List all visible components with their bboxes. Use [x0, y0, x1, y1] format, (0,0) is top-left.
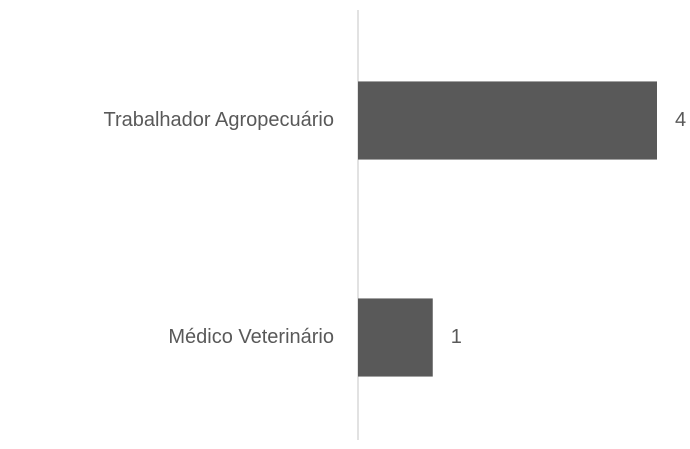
y-tick-label: Médico Veterinário: [168, 326, 334, 348]
data-label: 1: [451, 326, 462, 348]
bar: [358, 298, 433, 377]
data-label: 4: [675, 109, 686, 131]
bar: [358, 81, 657, 160]
y-tick-label: Trabalhador Agropecuário: [103, 109, 334, 131]
